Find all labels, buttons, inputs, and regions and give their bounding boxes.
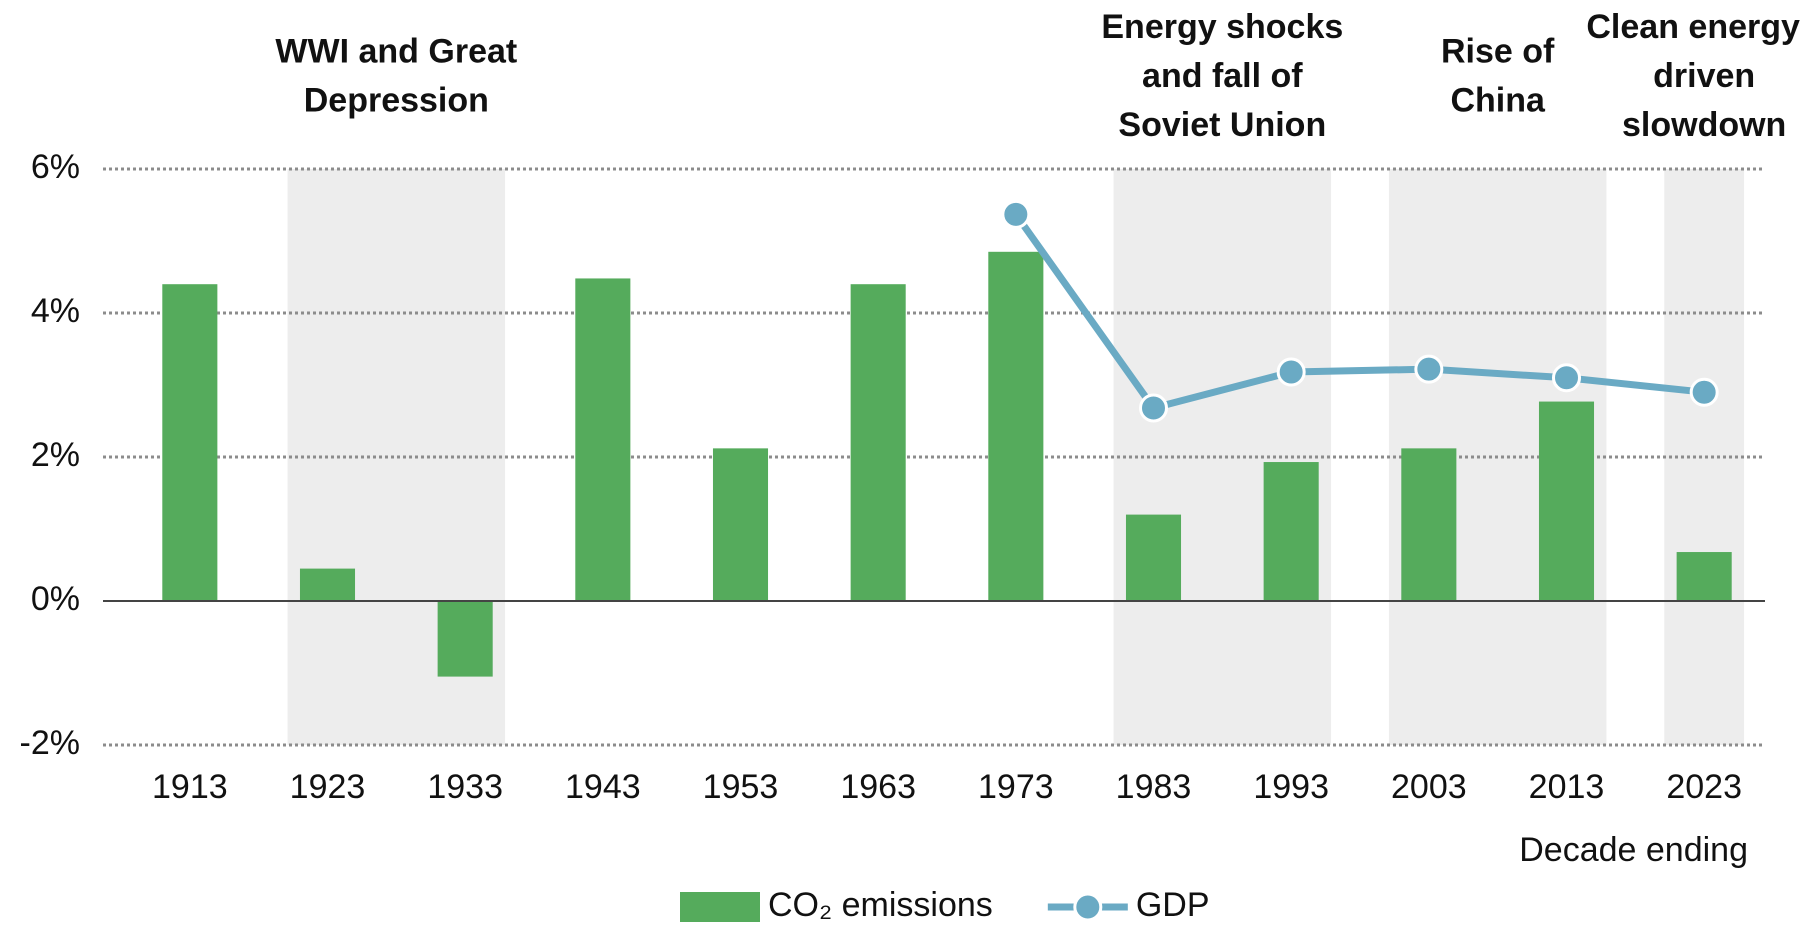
legend-label: CO₂ emissions	[768, 886, 993, 924]
y-tick-label: 2%	[31, 436, 80, 474]
line	[1012, 212, 1705, 412]
marker	[1276, 357, 1306, 387]
x-tick-label: 1943	[565, 768, 641, 806]
y-tick-label: -2%	[20, 724, 80, 762]
x-tick-label: 1913	[152, 768, 228, 806]
x-tick-label: 1953	[703, 768, 779, 806]
annotation-text: Depression	[304, 81, 489, 119]
bar	[1401, 448, 1457, 601]
x-tick-label: 1973	[978, 768, 1054, 806]
annotation-text: China	[1450, 81, 1546, 119]
bar	[712, 448, 769, 601]
x-tick-label: 1933	[427, 768, 503, 806]
marker	[1001, 199, 1031, 229]
annotations: WWI and Great Depression Energy shocks and …	[275, 8, 1800, 144]
bar	[162, 284, 218, 601]
x-axis-label: Decade ending	[1519, 831, 1748, 869]
bar	[1538, 401, 1595, 601]
marker	[1689, 377, 1719, 407]
marker	[1414, 354, 1444, 384]
annotation-text: and fall of	[1142, 57, 1303, 95]
bar	[437, 601, 493, 677]
annotation-text: Rise of	[1441, 32, 1555, 70]
annotation-text: driven	[1653, 57, 1755, 95]
x-tick-label: 1983	[1116, 768, 1192, 806]
bar	[988, 251, 1044, 602]
x-tick-label: 1963	[840, 768, 916, 806]
annotation-text: WWI and Great	[275, 32, 517, 70]
x-tick-label: 2003	[1391, 768, 1467, 806]
y-tick-label: 4%	[31, 292, 80, 330]
x-tick-label: 2023	[1666, 768, 1742, 806]
marker	[1552, 363, 1581, 393]
y-tick-label: 6%	[31, 148, 80, 186]
annotation-text: Soviet Union	[1118, 106, 1326, 144]
bar	[575, 278, 631, 601]
legend-swatch	[680, 892, 760, 922]
annotation-text: Clean energy	[1586, 8, 1800, 46]
bar	[850, 284, 906, 601]
legend-swatch	[1073, 892, 1103, 922]
bar	[1125, 514, 1182, 601]
bar	[1676, 552, 1732, 601]
marker	[1139, 393, 1168, 423]
x-tick-label: 1993	[1253, 768, 1329, 806]
bar	[1263, 462, 1319, 601]
legend-label: GDP	[1136, 886, 1210, 924]
annotation-text: slowdown	[1622, 106, 1786, 144]
x-tick-label: 1923	[290, 768, 366, 806]
x-tick-label: 2013	[1529, 768, 1605, 806]
bar	[299, 568, 356, 601]
y-tick-label: 0%	[31, 580, 80, 618]
annotation-text: Energy shocks	[1101, 8, 1343, 46]
